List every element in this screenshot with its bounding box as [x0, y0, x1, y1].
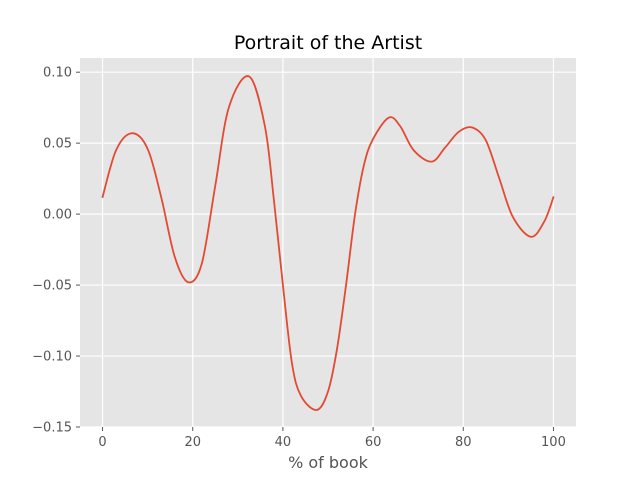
y-tick-label: −0.15 [32, 421, 72, 436]
series-layer [101, 75, 555, 411]
x-axis-label: % of book [288, 453, 369, 472]
x-tick-label: 100 [541, 435, 566, 450]
x-tick-label: 60 [365, 435, 382, 450]
plot-area [80, 58, 576, 427]
x-tick-label: 20 [184, 435, 201, 450]
x-tick-label: 0 [98, 435, 106, 450]
x-tick-label: 80 [455, 435, 472, 450]
grid [80, 58, 576, 428]
y-tick-label: 0.05 [43, 137, 72, 152]
y-tick-label: −0.10 [32, 350, 72, 365]
x-tick-label: 40 [275, 435, 292, 450]
y-axis: −0.15 −0.10 −0.05 0.00 0.05 0.10 [32, 66, 80, 436]
chart-title: Portrait of the Artist [234, 32, 422, 54]
series-line-0 [101, 75, 555, 411]
y-tick-label: 0.00 [43, 208, 72, 223]
y-tick-label: 0.10 [43, 66, 72, 81]
x-axis: 0 20 40 60 80 100 [98, 427, 566, 450]
y-tick-label: −0.05 [32, 279, 72, 294]
